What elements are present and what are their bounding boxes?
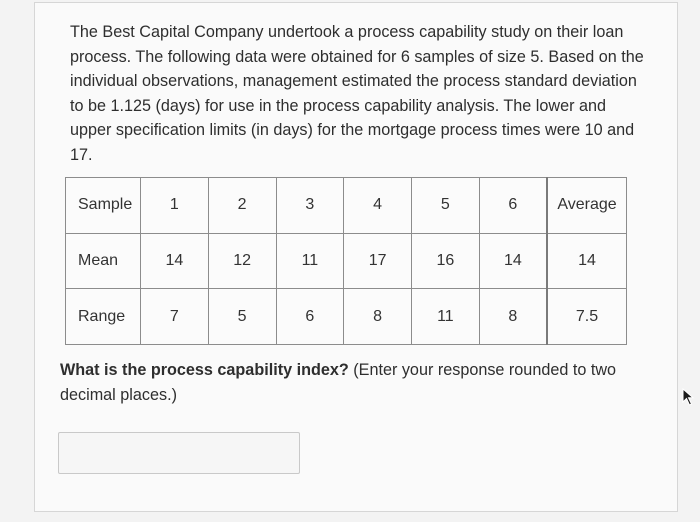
question-text: What is the process capability index? (E… — [60, 358, 660, 407]
answer-input[interactable] — [58, 432, 300, 474]
header-cell: 3 — [275, 177, 345, 234]
table-cell: 8 — [478, 288, 548, 345]
table-header-row: Sample 1 2 3 4 5 6 Average — [65, 177, 627, 234]
table-cell: 11 — [275, 232, 345, 290]
header-cell: 5 — [411, 177, 480, 234]
row-label-mean: Mean — [65, 232, 141, 290]
table-cell: 7 — [140, 288, 209, 345]
question-instructions: (Enter your response rounded to two deci… — [60, 361, 617, 404]
table-row-mean: Mean 14 12 11 17 16 14 14 — [65, 232, 627, 290]
header-cell: 4 — [343, 177, 412, 234]
header-cell: 1 — [140, 177, 209, 234]
table-cell: 14 — [140, 232, 209, 290]
table-row-range: Range 7 5 6 8 11 8 7.5 — [65, 288, 627, 345]
table-cell: 8 — [343, 288, 412, 345]
header-cell: 6 — [478, 177, 548, 234]
mouse-pointer-icon — [682, 388, 695, 406]
table-cell-average: 14 — [546, 232, 627, 290]
header-cell: 2 — [207, 177, 277, 234]
table-cell: 12 — [207, 232, 277, 290]
table-cell: 11 — [411, 288, 480, 345]
data-table: Sample 1 2 3 4 5 6 Average Mean 14 12 11… — [65, 177, 627, 345]
table-cell: 5 — [207, 288, 277, 345]
table-cell: 14 — [478, 232, 548, 290]
row-label-range: Range — [65, 288, 141, 345]
table-cell: 17 — [343, 232, 412, 290]
header-cell-sample: Sample — [65, 177, 141, 234]
table-cell: 16 — [411, 232, 480, 290]
header-cell-average: Average — [546, 177, 627, 234]
table-cell: 6 — [275, 288, 345, 345]
question-bold: What is the process capability index? — [60, 361, 349, 379]
table-cell-average: 7.5 — [546, 288, 627, 345]
problem-statement: The Best Capital Company undertook a pro… — [70, 23, 644, 164]
